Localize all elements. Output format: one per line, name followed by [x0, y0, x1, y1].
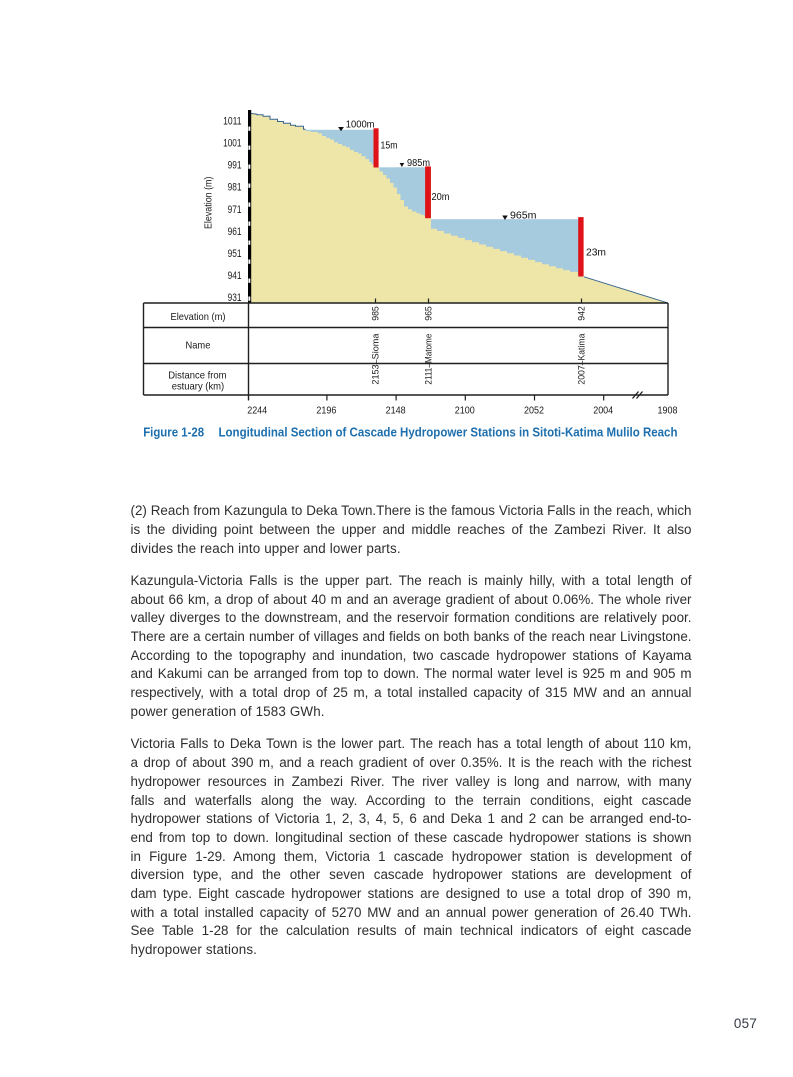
svg-text:931: 931	[228, 292, 242, 304]
svg-text:2052: 2052	[524, 405, 544, 416]
svg-text:20m: 20m	[432, 192, 450, 203]
svg-text:2007–Katima: 2007–Katima	[577, 333, 587, 385]
svg-text:1001: 1001	[223, 138, 241, 150]
svg-text:1011: 1011	[223, 115, 241, 127]
svg-text:2004: 2004	[593, 405, 613, 416]
svg-text:23m: 23m	[586, 247, 606, 258]
svg-text:2111–Matome: 2111–Matome	[424, 334, 434, 385]
svg-text:965: 965	[424, 306, 434, 321]
svg-text:Elevation (m): Elevation (m)	[204, 177, 215, 229]
svg-text:985: 985	[371, 306, 381, 321]
svg-text:Name: Name	[186, 341, 211, 352]
svg-text:1000m: 1000m	[346, 119, 375, 130]
svg-text:1908: 1908	[658, 405, 678, 416]
svg-text:estuary (km): estuary (km)	[172, 382, 225, 393]
svg-text:2244: 2244	[247, 405, 267, 416]
svg-text:971: 971	[228, 204, 242, 216]
svg-text:2196: 2196	[316, 405, 336, 416]
svg-text:941: 941	[228, 270, 242, 282]
svg-text:985m: 985m	[407, 158, 430, 169]
svg-text:2153–Sioma: 2153–Sioma	[371, 333, 381, 385]
svg-text:961: 961	[228, 226, 242, 238]
svg-text:Distance from: Distance from	[168, 371, 226, 382]
svg-text:951: 951	[228, 248, 242, 260]
svg-text:2100: 2100	[455, 405, 475, 416]
svg-text:2148: 2148	[386, 405, 406, 416]
svg-text:981: 981	[228, 182, 242, 194]
svg-text:Longitudinal Section of Cascad: Longitudinal Section of Cascade Hydropow…	[219, 426, 678, 440]
svg-text:942: 942	[577, 306, 587, 321]
svg-text:15m: 15m	[381, 141, 398, 152]
svg-text:965m: 965m	[510, 211, 537, 222]
svg-text:Figure 1-28: Figure 1-28	[143, 426, 204, 440]
svg-text:Elevation (m): Elevation (m)	[171, 312, 226, 323]
svg-text:991: 991	[228, 160, 242, 172]
